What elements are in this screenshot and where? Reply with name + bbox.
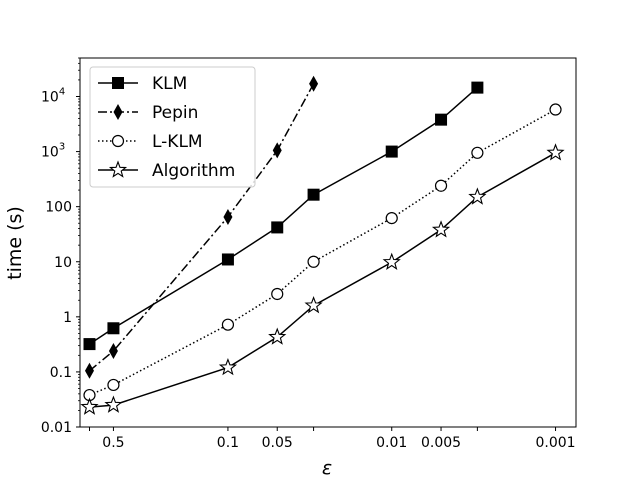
y-tick-label: 10 bbox=[54, 255, 72, 271]
data-point bbox=[385, 212, 398, 225]
legend-box bbox=[89, 66, 256, 188]
series-klm bbox=[83, 81, 484, 351]
plot-frame bbox=[79, 57, 577, 428]
data-point bbox=[471, 146, 484, 159]
y-tick-base: 10 bbox=[41, 145, 59, 161]
data-point bbox=[435, 113, 448, 126]
x-tick-label: 0.05 bbox=[262, 435, 293, 451]
y-tick-label: 0.1 bbox=[50, 365, 72, 381]
data-point bbox=[546, 143, 565, 161]
data-point bbox=[107, 378, 120, 392]
x-tick-label: 0.001 bbox=[535, 435, 575, 451]
y-tick-exponent: 3 bbox=[59, 142, 65, 153]
data-point bbox=[549, 103, 562, 116]
legend-label: KLM bbox=[152, 74, 187, 94]
x-tick-label: 0.005 bbox=[421, 435, 461, 451]
y-tick-exponent: 4 bbox=[59, 87, 65, 98]
data-point bbox=[431, 220, 451, 238]
y-tick-label: 104 bbox=[41, 87, 65, 106]
data-point bbox=[223, 208, 233, 225]
y-tick-label: 0.01 bbox=[41, 420, 72, 436]
data-point bbox=[309, 75, 319, 92]
series-line bbox=[89, 152, 556, 408]
data-point bbox=[307, 255, 320, 268]
data-point bbox=[434, 179, 448, 192]
y-tick-base: 10 bbox=[41, 90, 59, 106]
x-tick-label: 0.1 bbox=[217, 435, 239, 451]
legend-marker bbox=[113, 104, 123, 120]
axes-layer: 0.5 0.1 0.05 0.01 0.005 0.0010.010.1110100103… bbox=[41, 57, 577, 451]
x-tick-label: 0.5 bbox=[102, 435, 124, 451]
data-point bbox=[108, 342, 118, 359]
data-point bbox=[307, 188, 320, 201]
legend-marker bbox=[108, 160, 128, 178]
series-layer bbox=[80, 75, 565, 415]
data-point bbox=[385, 145, 398, 158]
y-tick-label: 100 bbox=[45, 200, 72, 216]
x-axis-label: ε bbox=[322, 457, 332, 479]
data-point bbox=[272, 142, 282, 159]
data-point bbox=[218, 357, 238, 376]
legend-marker bbox=[112, 77, 124, 89]
series-algorithm bbox=[80, 143, 565, 415]
x-tick-label: 0.01 bbox=[376, 435, 407, 451]
data-point bbox=[271, 287, 284, 301]
legend-label: Algorithm bbox=[152, 161, 235, 181]
data-point bbox=[80, 397, 99, 415]
data-point bbox=[471, 81, 484, 94]
data-point bbox=[221, 318, 235, 331]
legend-entry: Pepin bbox=[98, 103, 198, 123]
legend-label: L-KLM bbox=[152, 132, 203, 152]
data-point bbox=[468, 187, 487, 205]
data-point bbox=[382, 252, 401, 270]
data-point bbox=[271, 221, 284, 234]
series-l-klm bbox=[83, 103, 562, 402]
y-axis-label: time (s) bbox=[4, 206, 26, 280]
legend-entry: KLM bbox=[98, 74, 187, 94]
series-line bbox=[89, 108, 556, 396]
series-line bbox=[89, 87, 478, 345]
data-point bbox=[268, 327, 287, 345]
data-point bbox=[221, 253, 234, 266]
y-tick-label: 103 bbox=[41, 142, 65, 161]
data-point bbox=[107, 322, 120, 335]
legend-label: Pepin bbox=[152, 103, 198, 123]
series-pepin bbox=[84, 75, 319, 379]
legend: KLM Pepin L-KLM Algorithm bbox=[89, 66, 256, 188]
y-tick-label: 1 bbox=[63, 310, 72, 326]
data-point bbox=[104, 395, 123, 413]
legend-entry: Algorithm bbox=[98, 160, 235, 181]
legend-entry: L-KLM bbox=[98, 132, 203, 152]
data-point bbox=[83, 338, 96, 351]
data-point bbox=[304, 296, 323, 314]
data-point bbox=[84, 362, 94, 379]
legend-marker bbox=[111, 134, 125, 148]
